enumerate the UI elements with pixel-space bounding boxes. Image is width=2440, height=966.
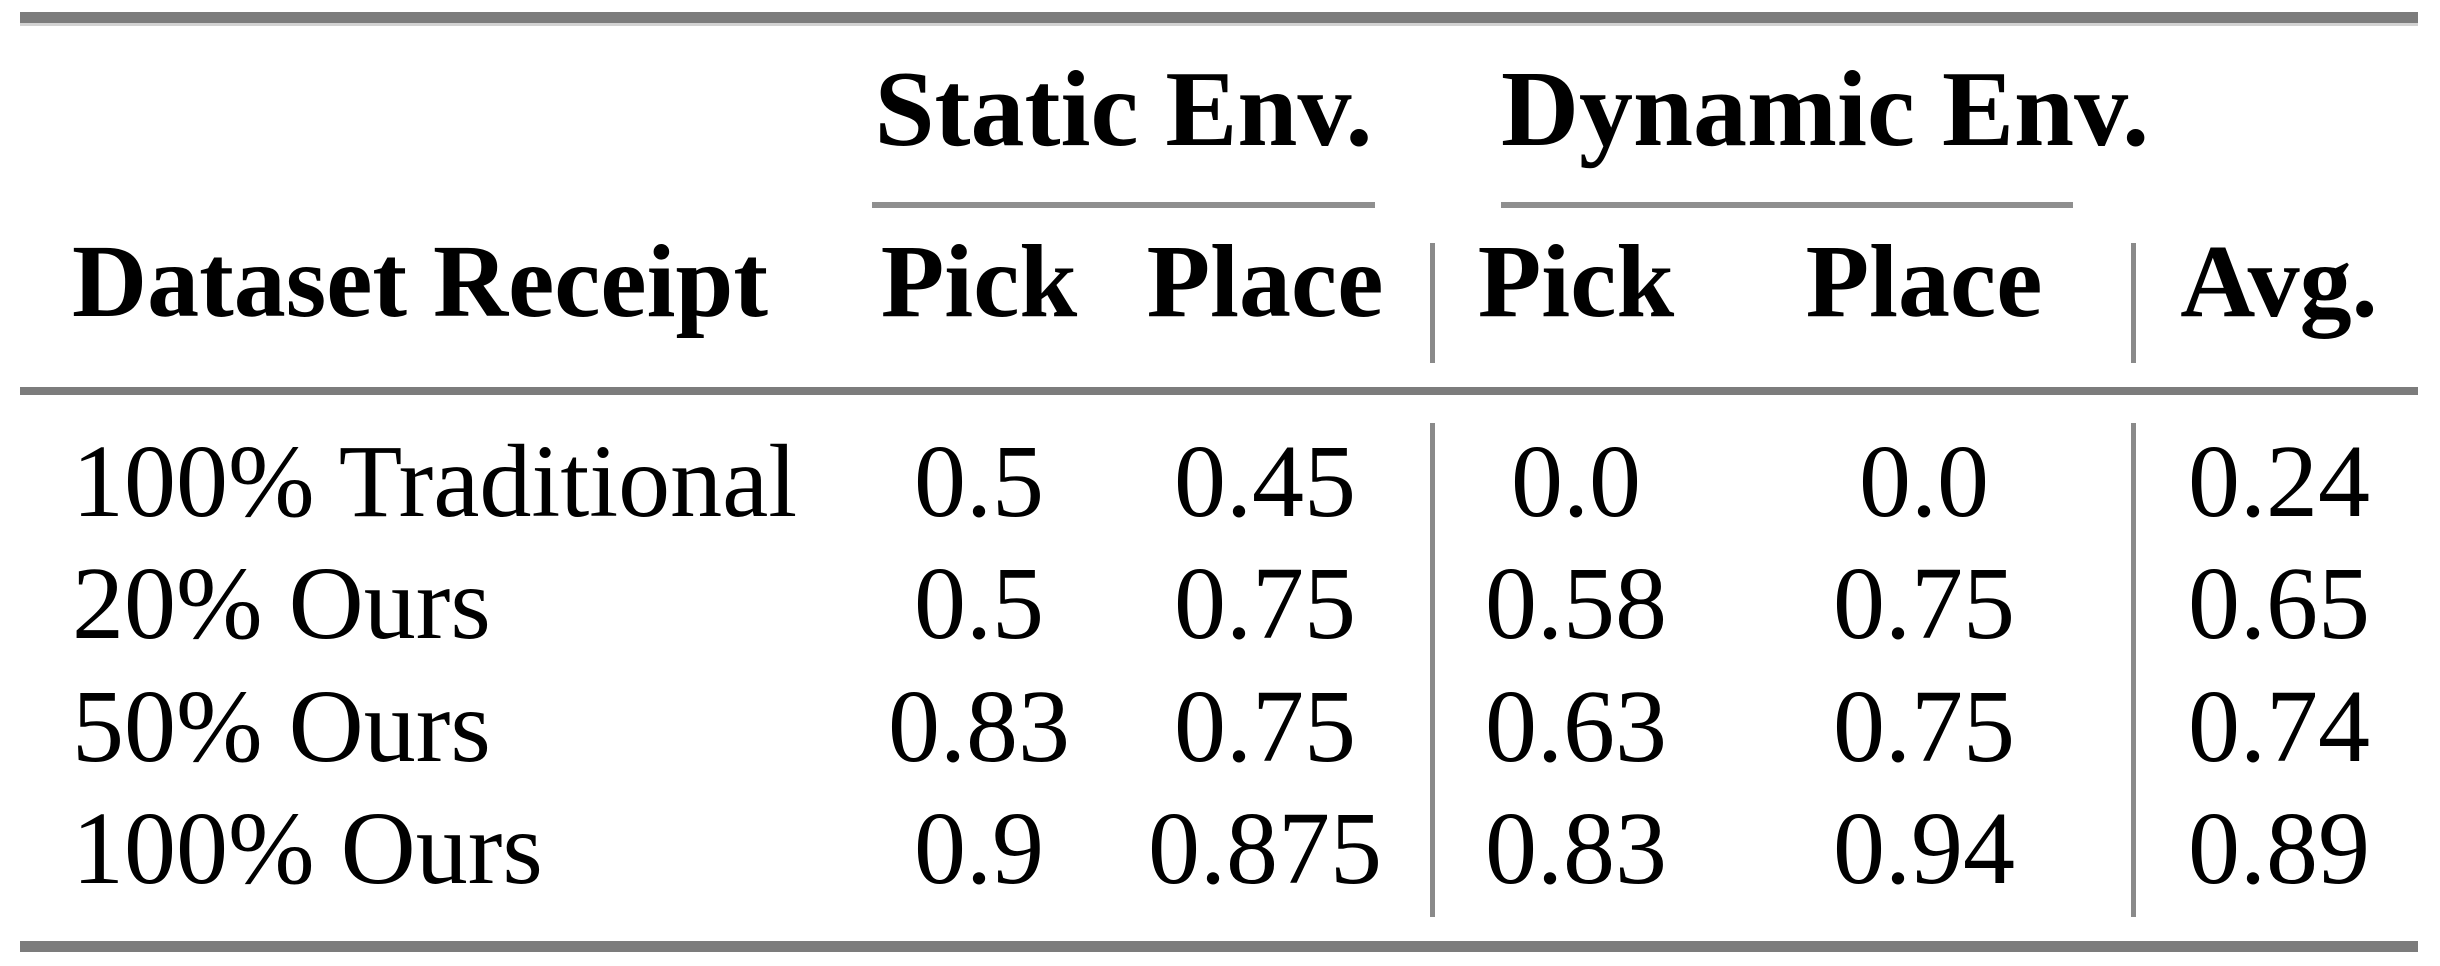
column-header-static-pick: Pick: [880, 224, 1078, 339]
cell-dynamic-place: 0.0: [1859, 424, 1989, 539]
column-header-dataset-receipt: Dataset Receipt: [72, 224, 768, 339]
cell-static-pick: 0.5: [914, 424, 1044, 539]
cell-avg: 0.65: [2188, 546, 2370, 661]
cmidrule-dynamic-env: [1501, 202, 2073, 208]
cell-static-place: 0.45: [1174, 424, 1356, 539]
table-row-100-traditional: 100% Traditional 0.5 0.45 0.0 0.0 0.24: [0, 421, 2440, 543]
cell-avg: 0.89: [2188, 791, 2370, 906]
group-header-static-env: Static Env.: [874, 50, 1373, 169]
cell-dynamic-pick: 0.0: [1511, 424, 1641, 539]
table-row-50-ours: 50% Ours 0.83 0.75 0.63 0.75 0.74: [0, 666, 2440, 788]
bottom-rule: [20, 941, 2418, 952]
cell-dynamic-pick: 0.58: [1485, 546, 1667, 661]
column-header-dynamic-pick: Pick: [1477, 224, 1675, 339]
vertical-separator-static-dynamic-header: [1430, 243, 1435, 363]
cell-dynamic-pick: 0.83: [1485, 791, 1667, 906]
vertical-separator-static-dynamic-body: [1430, 423, 1435, 917]
cell-static-pick: 0.83: [888, 669, 1070, 784]
row-label: 50% Ours: [72, 669, 491, 784]
column-header-dynamic-place: Place: [1805, 224, 2043, 339]
row-label: 100% Traditional: [72, 424, 798, 539]
cell-static-pick: 0.5: [914, 546, 1044, 661]
cell-dynamic-place: 0.94: [1833, 791, 2015, 906]
cell-avg: 0.24: [2188, 424, 2370, 539]
cell-static-place: 0.875: [1148, 791, 1382, 906]
column-header-static-place: Place: [1146, 224, 1384, 339]
cell-dynamic-place: 0.75: [1833, 546, 2015, 661]
top-rule: [20, 12, 2418, 23]
cell-dynamic-place: 0.75: [1833, 669, 2015, 784]
row-label: 20% Ours: [72, 546, 491, 661]
cell-dynamic-pick: 0.63: [1485, 669, 1667, 784]
mid-rule: [20, 387, 2418, 395]
vertical-separator-avg-header: [2131, 243, 2136, 363]
column-header-row: Dataset Receipt Pick Place Pick Place Av…: [0, 213, 2440, 351]
cmidrule-static-env: [872, 202, 1375, 208]
table-row-20-ours: 20% Ours 0.5 0.75 0.58 0.75 0.65: [0, 543, 2440, 665]
column-header-avg: Avg.: [2180, 224, 2378, 339]
vertical-separator-avg-body: [2131, 423, 2136, 917]
row-label: 100% Ours: [72, 791, 543, 906]
table-row-100-ours: 100% Ours 0.9 0.875 0.83 0.94 0.89: [0, 788, 2440, 910]
group-header-dynamic-env: Dynamic Env.: [1501, 50, 2150, 169]
cell-static-place: 0.75: [1174, 669, 1356, 784]
cell-static-place: 0.75: [1174, 546, 1356, 661]
top-rule-shadow: [20, 23, 2418, 26]
cell-avg: 0.74: [2188, 669, 2370, 784]
cell-static-pick: 0.9: [914, 791, 1044, 906]
